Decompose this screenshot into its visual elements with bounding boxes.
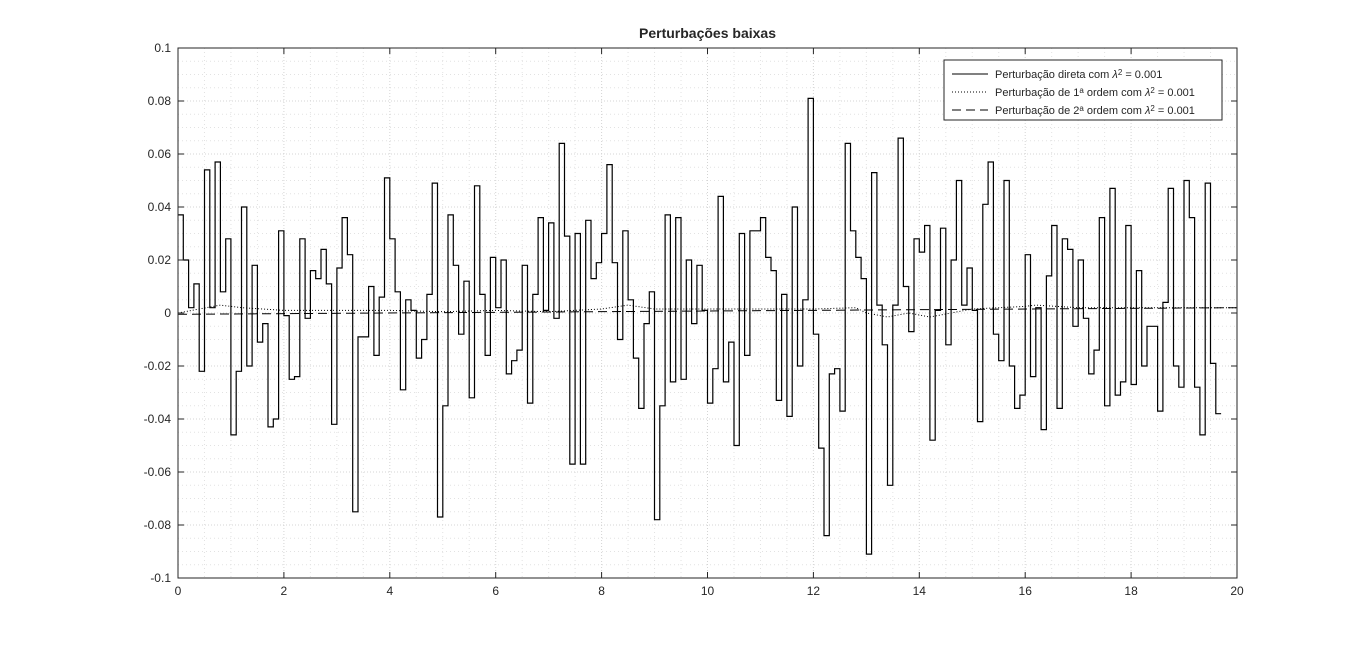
y-tick-label: 0.1 xyxy=(154,41,171,55)
legend-item-3: Perturbação de 2a ordem com λ2 = 0.001 xyxy=(952,104,1195,117)
legend: Perturbação direta com λ2 = 0.001 Perturb… xyxy=(943,59,1223,121)
x-tick-label: 20 xyxy=(1230,584,1244,598)
x-tick-label: 0 xyxy=(175,584,182,598)
y-tick-label: 0.04 xyxy=(148,200,172,214)
y-tick-label: 0.08 xyxy=(148,94,172,108)
legend-box xyxy=(943,59,1223,121)
legend-label: Perturbação de 2a ordem com λ2 = 0.001 xyxy=(995,104,1195,117)
x-tick-label: 14 xyxy=(913,584,927,598)
ticks: 0 2 4 6 8 10 12 14 16 18 20 0.1 0.08 0.06 0.04 0.02 0 -0.… xyxy=(144,41,1244,598)
x-tick-label: 16 xyxy=(1019,584,1033,598)
x-tick-label: 18 xyxy=(1124,584,1138,598)
x-tick-label: 12 xyxy=(807,584,821,598)
y-tick-label: 0 xyxy=(164,306,171,320)
x-tick-label: 2 xyxy=(281,584,288,598)
series-line-3 xyxy=(177,307,1238,315)
y-tick-label: -0.08 xyxy=(144,518,172,532)
x-tick-label: 6 xyxy=(492,584,499,598)
series-line-1 xyxy=(178,97,1222,555)
x-tick-label: 8 xyxy=(598,584,605,598)
y-tick-label: 0.02 xyxy=(148,253,172,267)
legend-label: Perturbação de 1a ordem com λ2 = 0.001 xyxy=(995,86,1195,99)
series-line-2 xyxy=(177,304,1237,318)
y-tick-label: -0.02 xyxy=(144,359,172,373)
chart-title: Perturbações baixas xyxy=(639,25,776,41)
x-tick-label: 4 xyxy=(386,584,393,598)
y-tick-label: 0.06 xyxy=(148,147,172,161)
legend-label: Perturbação direta com λ2 = 0.001 xyxy=(995,68,1162,81)
y-tick-label: -0.06 xyxy=(144,465,172,479)
x-tick-label: 10 xyxy=(701,584,715,598)
series-layer xyxy=(177,97,1238,555)
y-tick-label: -0.04 xyxy=(144,412,172,426)
legend-item-1: Perturbação direta com λ2 = 0.001 xyxy=(952,68,1162,81)
y-tick-label: -0.1 xyxy=(150,571,171,585)
legend-item-2: Perturbação de 1a ordem com λ2 = 0.001 xyxy=(952,86,1195,99)
